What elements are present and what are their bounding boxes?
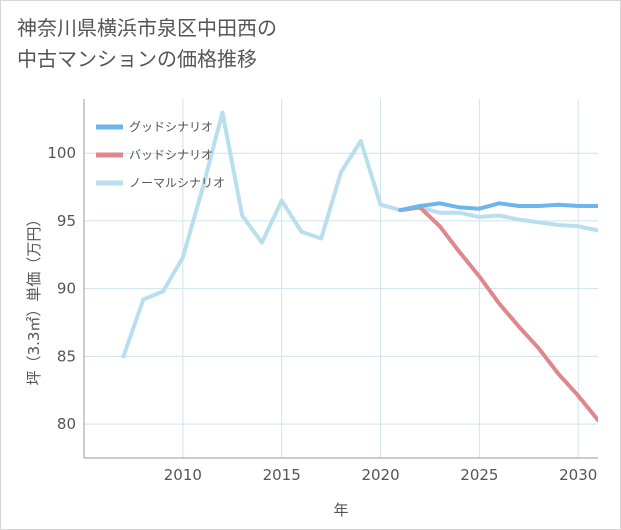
series-line-0: [398, 201, 598, 213]
x-tick-label: 2010: [164, 466, 202, 484]
y-tick-label: 85: [57, 347, 76, 365]
y-tick-label: 95: [57, 212, 76, 230]
series-line-1: [398, 205, 598, 423]
series-line-2: [121, 110, 598, 359]
chart-title: 神奈川県横浜市泉区中田西の 中古マンションの価格推移: [17, 16, 277, 71]
legend-label: グッドシナリオ: [129, 120, 213, 134]
tick-labels: 2010 2015 2020 2025 2030 80 85 90 95 100: [47, 144, 597, 484]
x-tick-label: 2030: [559, 466, 597, 484]
x-tick-label: 2020: [361, 466, 399, 484]
y-axis-label: 坪（3.3㎡）単価（万円）: [25, 212, 43, 386]
y-tick-label: 90: [57, 280, 76, 298]
series-lines: [121, 110, 598, 423]
x-axis-label: 年: [333, 501, 348, 519]
legend-label: ノーマルシナリオ: [129, 176, 225, 190]
y-tick-label: 80: [57, 415, 76, 433]
x-tick-label: 2025: [460, 466, 498, 484]
grid-lines: [84, 99, 598, 458]
y-tick-label: 100: [47, 144, 76, 162]
legend-label: バッドシナリオ: [129, 148, 213, 162]
x-tick-label: 2015: [263, 466, 301, 484]
axes: [83, 99, 598, 459]
